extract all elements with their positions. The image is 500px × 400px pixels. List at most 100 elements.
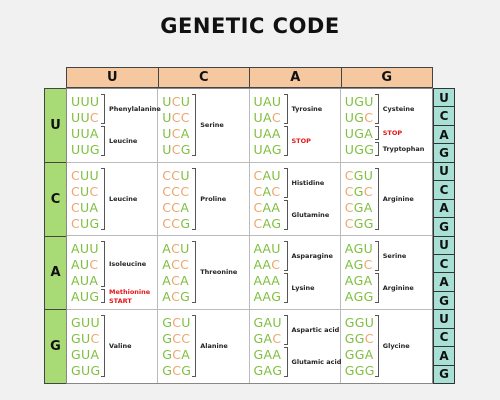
codon-base-letter: A [71, 257, 80, 272]
codon-base-letter: G [354, 362, 365, 378]
codon-base-letter: A [71, 241, 80, 256]
codon-bracket [374, 273, 379, 303]
codon-bracket [283, 167, 288, 198]
codon-base-letter: C [171, 257, 181, 272]
codon-base-letter: C [180, 257, 190, 272]
codon-base-letter: G [180, 215, 191, 231]
codon-base-letter: C [272, 330, 282, 346]
codon-base-letter: C [180, 183, 190, 199]
stop-start-label: STOP [382, 129, 403, 137]
codon-base-letter: G [162, 330, 173, 346]
codon-base-letter: G [253, 362, 264, 378]
codon: CUACUA [71, 200, 99, 215]
codon: CUGCUG [71, 216, 99, 231]
codon-base-letter: C [89, 183, 99, 199]
codon-base-letter: G [353, 215, 364, 231]
amino-acid-label: Tryptophan [382, 145, 425, 153]
codon-base-letter: C [271, 257, 281, 272]
codon-base-letter: A [263, 346, 273, 362]
third-base-cell: U [434, 89, 454, 108]
codon-base-letter: U [71, 94, 81, 109]
third-base-cell: A [434, 273, 454, 292]
amino-acid-label: Phenylalanine [109, 105, 161, 113]
codon: ACCACC [162, 257, 190, 272]
codon-base-letter: G [354, 330, 365, 346]
third-base-cell: A [434, 200, 454, 219]
codon-grid: UUUUUUUUCUUCUUAUUAUUGUUGPhenylalanineLeu… [66, 88, 433, 384]
codon-base-letter: A [180, 126, 190, 141]
codon-base-letter: U [162, 110, 172, 125]
codon-list: GUUGUUGUCGUCGUAGUAGUGGUG [71, 315, 100, 378]
codon-base-letter: U [253, 126, 263, 141]
codon-base-letter: C [90, 330, 100, 346]
codon: AGUAGU [345, 241, 374, 256]
codon-base-letter: A [263, 330, 273, 346]
amino-acid-label: Asparagine [291, 252, 333, 260]
codon-base-letter: C [162, 183, 172, 199]
codon-base-letter: A [180, 273, 189, 288]
codon: UAAUAA [254, 126, 282, 141]
codon: UUUUUU [71, 94, 100, 109]
codon: GUAGUA [71, 347, 100, 362]
codon-base-letter: A [89, 126, 99, 141]
codon-base-letter: G [181, 362, 192, 378]
codon-base-letter: U [89, 167, 99, 183]
codon-base-letter: A [272, 346, 282, 362]
codon: GACGAC [254, 331, 283, 346]
codon: CCCCCC [162, 184, 190, 199]
codon-base-letter: A [253, 289, 263, 304]
codon-base-letter: C [344, 167, 354, 183]
codon-base-letter: C [180, 110, 190, 125]
codon: CUCCUC [71, 184, 99, 199]
first-base-a: A [250, 68, 342, 87]
codon-bracket [101, 167, 105, 230]
first-base-u: U [67, 68, 159, 87]
codon-base-letter: G [353, 199, 364, 215]
codon: UUAUUA [71, 126, 100, 141]
codon-base-letter: C [171, 110, 181, 125]
amino-acid-label: Proline [200, 194, 227, 203]
codon-base-letter: A [263, 314, 273, 330]
codon-base-letter: C [89, 110, 99, 125]
codon-base-letter: A [262, 142, 272, 157]
codon-base-letter: A [262, 110, 272, 125]
codon-base-letter: G [353, 289, 364, 304]
codon-bracket [192, 314, 197, 377]
codon-base-letter: C [172, 314, 182, 330]
codon-bracket [283, 273, 288, 303]
amino-acid-label: Tyrosine [291, 105, 323, 113]
codon-base-letter: C [253, 215, 263, 231]
codon-base-letter: G [90, 362, 101, 378]
codon: UCAUCA [162, 126, 190, 141]
codon-bracket [101, 94, 105, 124]
codon-bracket [283, 314, 288, 345]
first-base-c: C [159, 68, 250, 87]
codon: UGUUGU [345, 94, 374, 109]
codon-base-letter: C [181, 330, 191, 346]
codon-list: UGUUGUUGCUGCUGAUGAUGGUGG [345, 94, 374, 157]
codon-base-letter: A [363, 273, 373, 288]
codon: GGCGGC [345, 331, 375, 346]
codon-base-letter: U [80, 199, 90, 215]
codon-base-letter: A [364, 126, 374, 141]
third-base-cell: G [434, 144, 454, 163]
codon-cell-uc: UCUUCUUCCUCCUCAUCAUCGUCGSerine [158, 89, 250, 163]
codon: GGUGGU [345, 315, 375, 330]
codon-bracket [374, 142, 379, 156]
codon-base-letter: A [344, 257, 354, 272]
codon-bracket [283, 126, 288, 156]
codon-base-letter: A [363, 199, 373, 215]
codon-base-letter: A [71, 289, 80, 304]
codon-list: UCUUCUUCCUCCUCAUCAUCGUCG [162, 94, 190, 157]
codon-cell-ga: GAUGAUGACGACGAAGAAGAGGAGAspartic acidGlu… [250, 309, 341, 383]
codon-list: AGUAGUAGCAGCAGAAGAAGGAGG [345, 241, 374, 304]
codon-base-letter: G [272, 362, 283, 378]
codon-base-letter: A [162, 257, 172, 272]
codon: GAGGAG [254, 363, 283, 378]
codon-base-letter: A [253, 241, 263, 256]
codon-base-letter: G [354, 110, 365, 125]
codon-base-letter: A [253, 257, 263, 272]
codon-base-letter: C [71, 167, 81, 183]
codon-base-letter: U [71, 142, 81, 157]
amino-acid-label: Aspartic acid [291, 325, 340, 334]
